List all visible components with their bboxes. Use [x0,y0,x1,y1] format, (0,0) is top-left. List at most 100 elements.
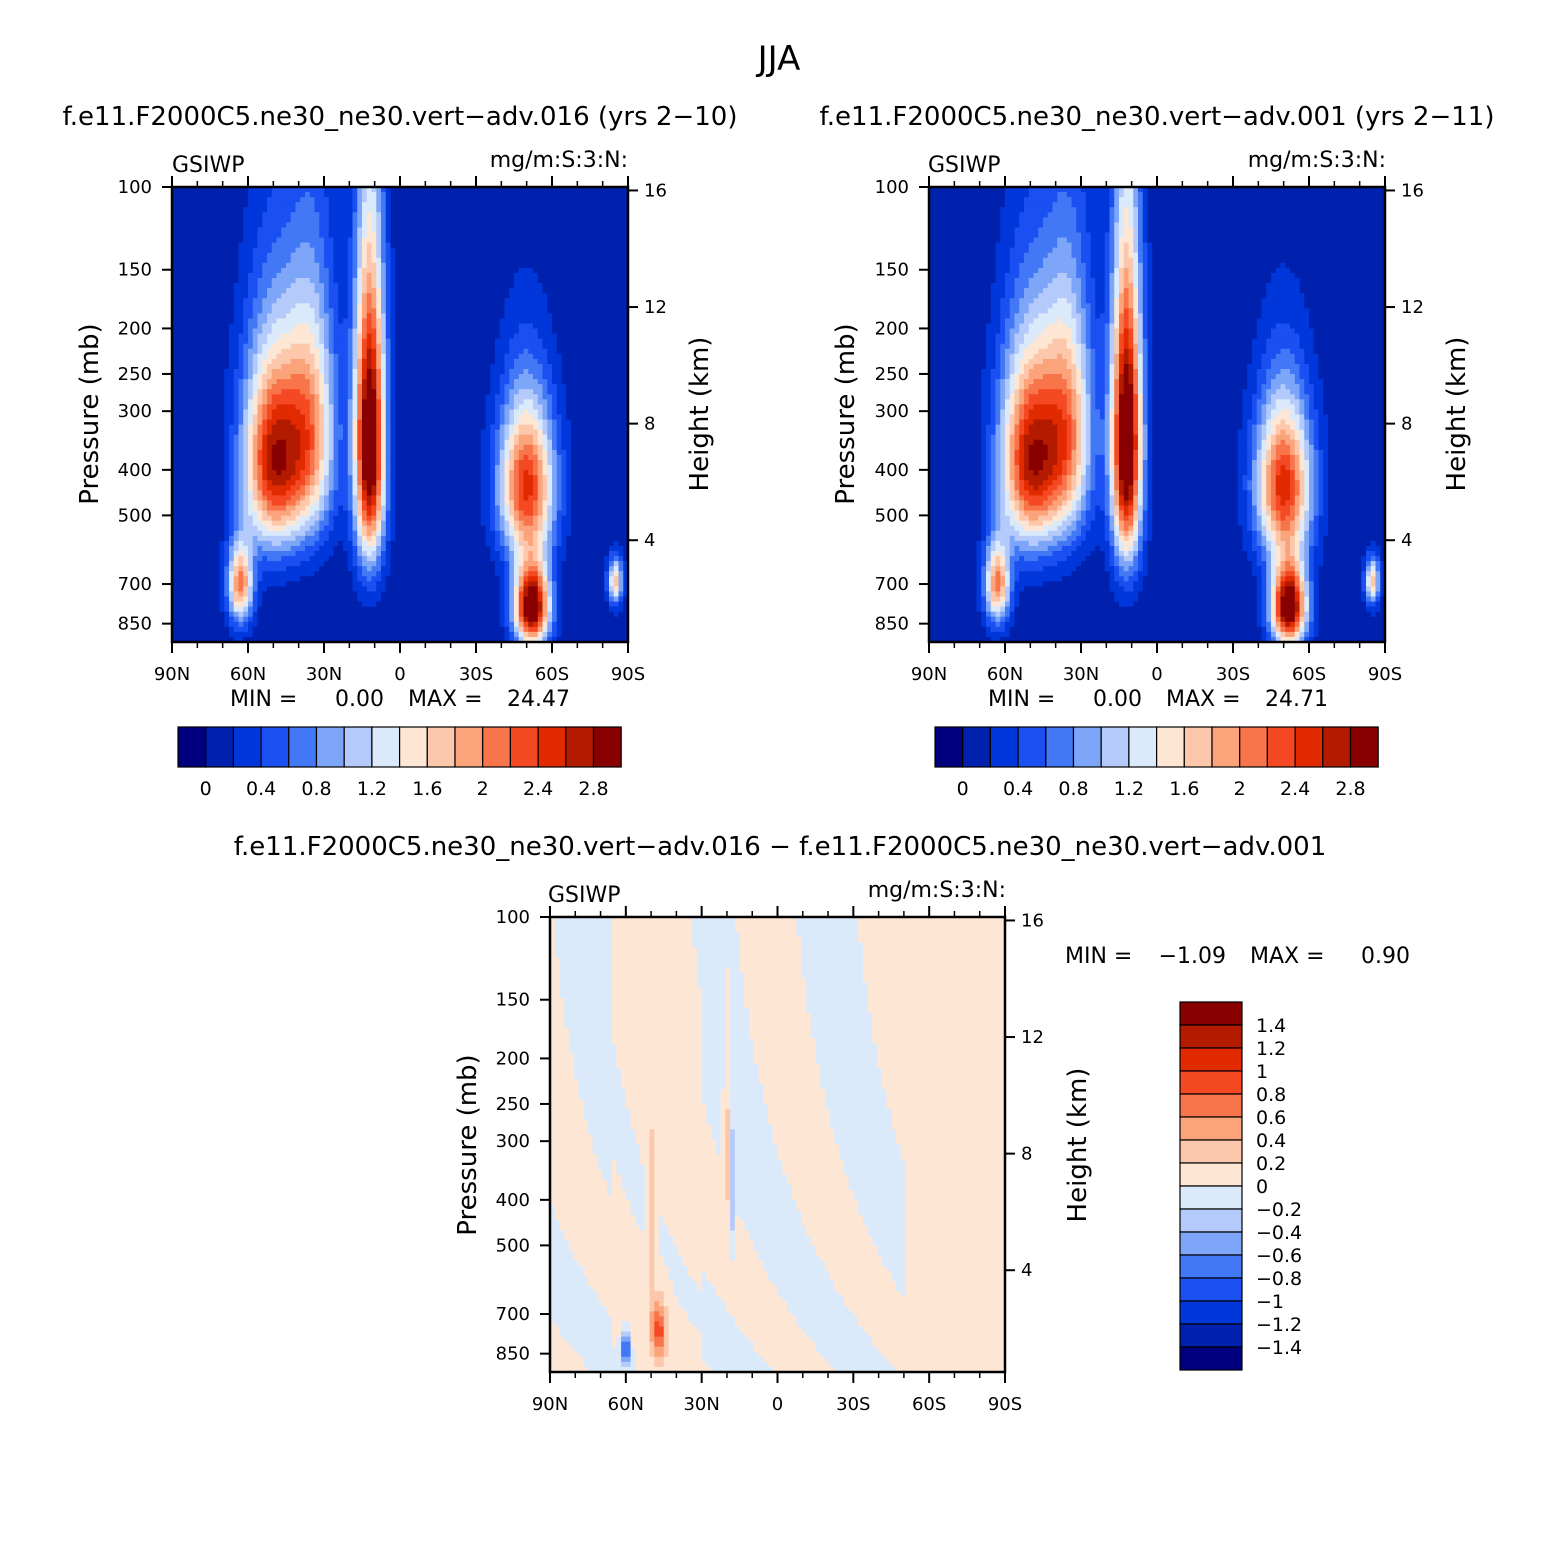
heat-cell [452,394,458,400]
heat-cell [205,308,211,314]
heat-cell [419,409,425,416]
heat-cell [286,293,292,299]
heat-cell [400,379,406,385]
heat-cell [276,323,282,330]
heat-cell [442,343,449,350]
heat-cell [248,369,254,375]
heat-cell [305,399,311,405]
heat-cell [419,192,425,198]
heat-cell [480,242,487,249]
heat-cell [471,298,477,304]
heat-cell [599,439,605,446]
heat-cell [523,288,529,294]
heat-cell [604,348,610,355]
heat-cell [590,439,596,446]
heat-cell [438,338,444,345]
heat-cell [404,369,411,375]
heat-cell [257,429,263,436]
heat-cell [257,197,263,203]
heat-cell [561,187,567,193]
heat-cell [233,409,240,416]
heat-cell [224,369,230,375]
heat-cell [613,298,620,304]
heat-cell [423,247,430,254]
heat-cell [267,434,273,441]
heat-cell [229,222,235,229]
heat-cell [186,328,192,335]
heat-cell [395,343,401,350]
heat-cell [495,419,501,426]
heat-cell [485,384,491,390]
heat-cell [585,207,591,213]
heat-cell [428,293,434,299]
heat-cell [362,257,368,264]
heat-cell [613,424,620,431]
heat-cell [495,303,501,309]
heat-cell [252,369,259,375]
heat-cell [333,399,339,405]
heat-cell [224,389,230,395]
heat-cell [219,308,225,314]
heat-cell [243,394,249,400]
heat-cell [495,328,501,335]
heat-cell [594,237,601,244]
heat-cell [552,348,558,355]
heat-cell [271,212,278,218]
heat-cell [233,404,240,411]
heat-cell [233,262,240,269]
heat-cell [613,283,620,289]
heat-cell [181,212,187,218]
heat-cell [404,272,411,279]
heat-cell [495,429,501,436]
heat-cell [333,419,339,426]
heat-cell [571,404,577,411]
heat-cell [476,394,482,400]
heat-cell [428,283,434,289]
heat-cell [552,384,558,390]
heat-cell [352,414,358,421]
heat-cell [314,278,320,284]
heat-cell [191,267,197,274]
heat-cell [191,429,197,436]
heat-cell [252,187,259,193]
heat-cell [357,308,363,314]
heat-cell [262,283,268,289]
heat-cell [409,369,415,375]
heat-cell [324,429,330,436]
heat-cell [457,414,463,421]
heat-cell [271,439,278,446]
heat-cell [461,439,468,446]
heat-cell [376,404,382,411]
heat-cell [300,262,306,269]
heat-cell [390,262,396,269]
heat-cell [229,192,235,198]
heat-cell [181,353,187,360]
heat-cell [419,207,425,213]
heat-cell [395,313,401,320]
heat-cell [518,444,525,451]
heat-cell [333,369,339,375]
heat-cell [338,358,344,365]
heat-cell [224,237,230,244]
heat-cell [552,267,558,274]
heat-cell [176,222,183,229]
heat-cell [457,323,463,330]
heat-cell [400,419,406,426]
heat-cell [518,384,525,390]
heat-cell [300,348,306,355]
heat-cell [262,404,268,411]
heat-cell [352,252,358,259]
heat-cell [623,288,629,294]
heat-cell [172,267,178,274]
heat-cell [191,217,197,223]
heat-cell [286,353,292,360]
heat-cell [328,369,335,375]
heat-cell [438,278,444,284]
heat-cell [191,328,197,335]
heat-cell [566,278,572,284]
heat-cell [324,252,330,259]
heat-cell [338,374,344,380]
heat-cell [457,333,463,340]
heat-cell [490,374,496,380]
heat-cell [248,217,254,223]
